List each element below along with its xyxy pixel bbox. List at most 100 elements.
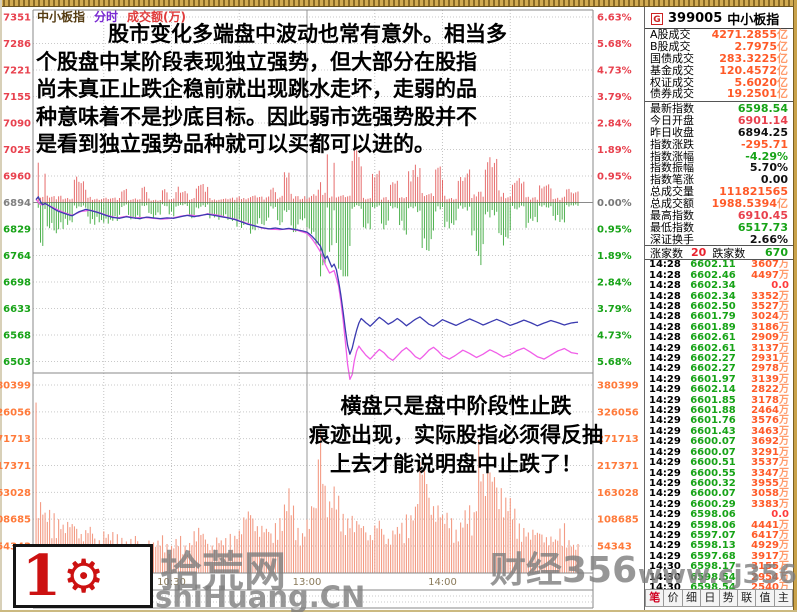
chart-symbol-label: 中小板指 <box>37 10 86 24</box>
axis-label: 6568 <box>3 331 31 342</box>
unit-suffix: 万 <box>779 321 789 333</box>
quote-row: 指数笔涨 0.00 <box>645 174 793 186</box>
panel-tab-价[interactable]: 价 <box>664 589 683 607</box>
tick-amount: 4497万 <box>751 269 789 281</box>
tick-amount: 3291万 <box>751 446 789 458</box>
tick-price: 6601.79 <box>690 311 736 323</box>
tick-amount: 3352万 <box>751 290 789 302</box>
tick-row: 14:29 6600.55 3347万 <box>645 468 793 478</box>
quote-row: 指数振幅 5.70% <box>645 162 793 174</box>
tick-time: 14:30 <box>649 571 681 583</box>
quote-row-value: 5.6020亿 <box>734 75 788 89</box>
tick-price: 6602.14 <box>690 384 736 396</box>
gear-icon: ⚙ <box>62 549 105 603</box>
panel-tab-日[interactable]: 日 <box>701 589 720 607</box>
tick-row: 14:28 6601.79 3024万 <box>645 312 793 322</box>
tick-amount: 3155万 <box>751 561 789 573</box>
tick-time: 14:29 <box>649 488 681 500</box>
tick-time: 14:29 <box>649 477 681 489</box>
tick-price: 6600.51 <box>690 457 736 469</box>
tick-amount: 0.0 <box>771 509 789 521</box>
unit-suffix: 万 <box>779 488 789 500</box>
axis-label: 6764 <box>3 251 31 262</box>
tick-row: 14:28 6602.34 0.0 <box>645 281 793 291</box>
up-count-value: 20 <box>691 246 707 260</box>
tick-row: 14:28 6602.11 3607万 <box>645 260 793 270</box>
chart-period-label[interactable]: 分时 <box>94 10 119 24</box>
tick-price: 6602.61 <box>690 332 736 344</box>
panel-tab-笔[interactable]: 笔 <box>645 589 665 607</box>
tick-amount: 3186万 <box>751 321 789 333</box>
tick-row: 14:29 6602.27 2931万 <box>645 354 793 364</box>
quote-panel-header[interactable]: G 399005 中小板指 <box>645 7 793 29</box>
quote-row-value: 6598.54 <box>737 102 788 116</box>
quote-row: 债券成交 19.2501亿 <box>645 88 793 100</box>
tick-price: 6600.07 <box>690 488 736 500</box>
window-left-border <box>0 0 2 612</box>
tick-price: 6602.27 <box>690 353 736 365</box>
unit-suffix: 万 <box>779 425 789 437</box>
unit-suffix: 亿 <box>777 51 788 65</box>
unit-suffix: 万 <box>779 571 789 583</box>
tick-time: 14:29 <box>649 373 681 385</box>
panel-tab-值[interactable]: 值 <box>756 589 775 607</box>
unit-suffix: 万 <box>779 467 789 479</box>
tick-time: 14:28 <box>649 280 681 292</box>
tick-amount: 3463万 <box>751 425 789 437</box>
axis-label: 0.95% <box>597 225 632 236</box>
tick-row: 14:30 6598.54 2954万 <box>645 572 793 582</box>
quote-row-value: 5.70% <box>749 161 788 175</box>
panel-tab-主[interactable]: 主 <box>774 589 793 607</box>
quote-row-label: 指数笔涨 <box>650 173 694 187</box>
panel-tab-细[interactable]: 细 <box>682 589 702 607</box>
tick-amount: 2909万 <box>751 332 789 344</box>
quote-code: 399005 <box>668 11 723 26</box>
unit-suffix: 万 <box>779 342 789 354</box>
quote-row-value: 120.4572亿 <box>719 63 788 77</box>
tick-amount: 3137万 <box>751 342 789 354</box>
tick-price: 6600.32 <box>690 477 736 489</box>
axis-label: 7221 <box>3 66 31 77</box>
tick-price: 6602.34 <box>690 280 736 292</box>
unit-suffix: 万 <box>779 529 789 541</box>
tick-time: 14:30 <box>649 581 681 593</box>
tick-time: 14:29 <box>649 363 681 375</box>
tick-time: 14:28 <box>649 290 681 302</box>
tick-time: 14:29 <box>649 436 681 448</box>
axis-label: 7286 <box>3 39 31 50</box>
unit-suffix: 亿 <box>777 63 788 77</box>
quote-row-value: 6894.25 <box>737 125 788 139</box>
axis-label: 4.73% <box>597 66 632 77</box>
tick-amount: 4441万 <box>751 519 789 531</box>
tick-row: 14:29 6601.97 3139万 <box>645 373 793 385</box>
price-lines <box>35 196 579 381</box>
quote-row: 深证换手 2.66% <box>645 233 793 245</box>
tick-amount: 2931万 <box>751 353 789 365</box>
unit-suffix: 万 <box>779 353 789 365</box>
axis-label: 4.73% <box>597 331 632 342</box>
chart-amount-label[interactable]: 成交额(万) <box>127 10 187 24</box>
quote-row-label: 深证换手 <box>650 232 694 246</box>
axis-label: 7351 <box>3 13 31 24</box>
unit-suffix: 万 <box>779 446 789 458</box>
panel-tab-势[interactable]: 势 <box>719 589 738 607</box>
panel-tab-联[interactable]: 联 <box>737 589 757 607</box>
axis-label: 217371 <box>0 461 31 472</box>
tick-price: 6602.50 <box>690 301 736 313</box>
unit-suffix: 万 <box>779 550 789 562</box>
tick-time: 14:29 <box>649 425 681 437</box>
tick-price: 6601.97 <box>690 373 736 385</box>
quote-row: 指数涨跌 -295.71 <box>645 139 793 151</box>
tick-price: 6602.46 <box>690 269 736 281</box>
tick-amount: 3537万 <box>751 457 789 469</box>
axis-label: 2.84% <box>597 119 632 130</box>
tick-list[interactable]: 14:28 6602.11 3607万 14:28 6602.46 4497万 14:28 6… <box>645 260 793 593</box>
unit-suffix: 万 <box>779 269 789 281</box>
axis-label: 5.68% <box>597 357 632 368</box>
tick-amount: 3917万 <box>751 550 789 562</box>
time-axis: 10:30 13:00 14:00 <box>157 577 457 588</box>
unit-suffix: 万 <box>779 498 789 510</box>
tick-price: 6598.06 <box>690 519 736 531</box>
tick-row: 14:29 6602.14 2822万 <box>645 385 793 395</box>
unit-suffix: 万 <box>779 561 789 573</box>
